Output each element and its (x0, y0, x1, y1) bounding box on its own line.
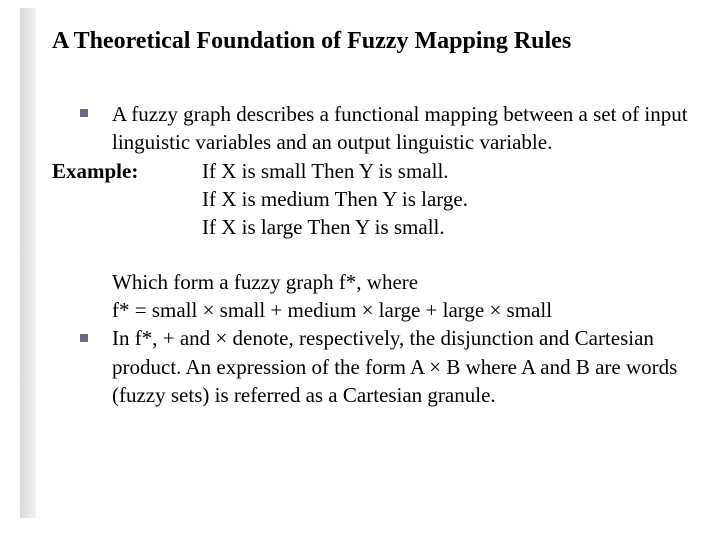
rule-2: If X is medium Then Y is large. (202, 185, 468, 213)
example-label: Example: (52, 157, 202, 185)
rule-3: If X is large Then Y is small. (202, 213, 468, 241)
block-2: Which form a fuzzy graph f*, where f* = … (52, 268, 700, 410)
block-2-text: Which form a fuzzy graph f*, where f* = … (112, 268, 700, 410)
slide-content: A fuzzy graph describes a functional map… (52, 100, 700, 409)
slide-title: A Theoretical Foundation of Fuzzy Mappin… (52, 28, 571, 55)
bullet-icon (80, 109, 88, 117)
bullet-icon (80, 334, 88, 342)
fstar-intro: Which form a fuzzy graph f*, where (112, 268, 700, 296)
block-1: A fuzzy graph describes a functional map… (52, 100, 700, 242)
fstar-explain: In f*, + and × denote, respectively, the… (112, 324, 700, 409)
fstar-formula: f* = small × small + medium × large + la… (112, 296, 700, 324)
intro-text: A fuzzy graph describes a functional map… (112, 100, 700, 157)
example-rules: If X is small Then Y is small. If X is m… (202, 157, 468, 242)
example-block: Example: If X is small Then Y is small. … (52, 157, 700, 242)
decorative-sidebar (20, 8, 36, 518)
rule-1: If X is small Then Y is small. (202, 157, 468, 185)
